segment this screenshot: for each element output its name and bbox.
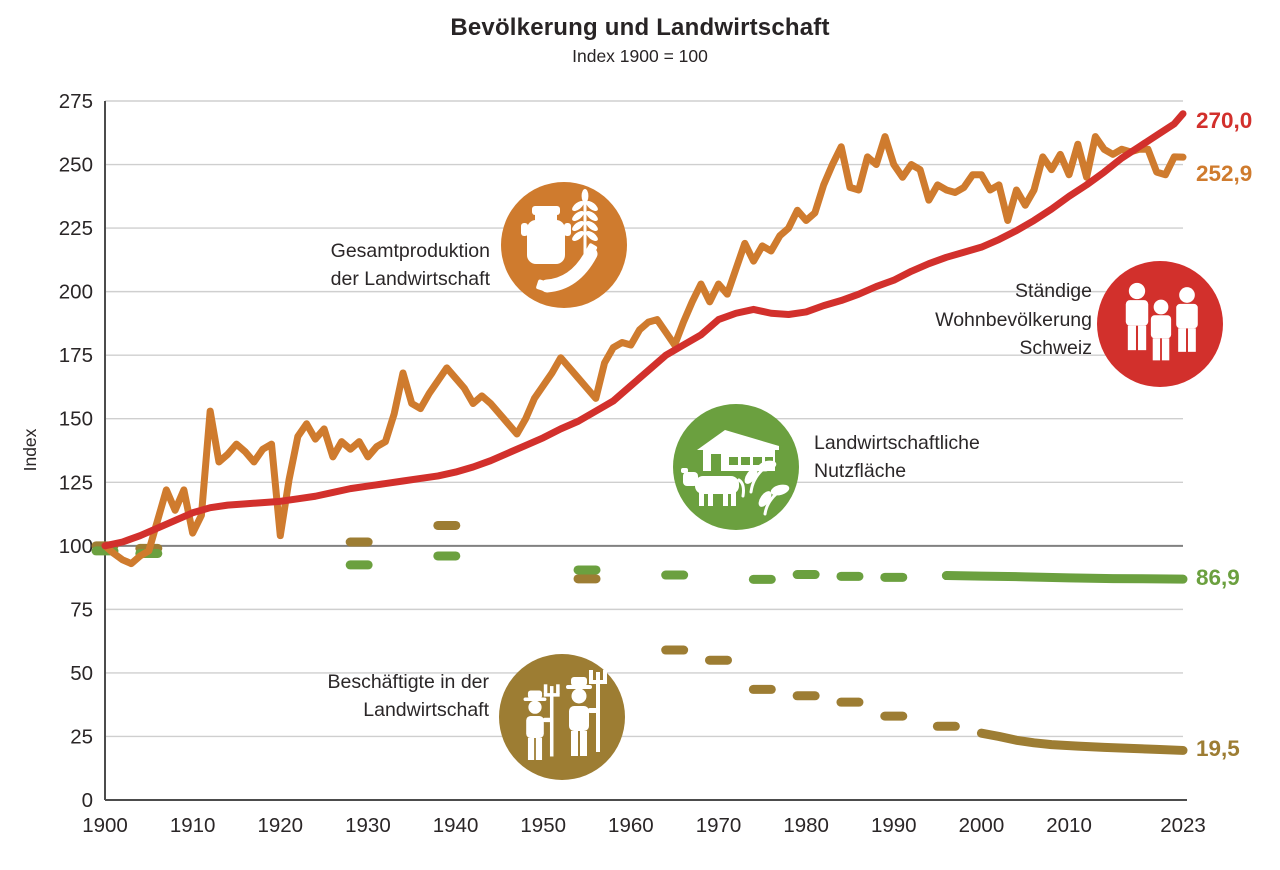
y-tick-label: 175 [59, 344, 93, 367]
legend-label-population: Ständige Wohnbevölkerung Schweiz [935, 280, 1092, 359]
x-tick-label: 1940 [433, 814, 479, 837]
series-line [941, 571, 1188, 584]
farmhouse-cow-leaves-icon [681, 430, 790, 516]
y-tick-label: 125 [59, 471, 93, 494]
x-tick-label: 1910 [170, 814, 216, 837]
agricultural-area-legend-badge [673, 404, 799, 530]
legend-label-agricultural-area: Landwirtschaftliche Nutzfläche [814, 432, 980, 482]
x-tick-label: 1950 [520, 814, 566, 837]
y-tick-label: 225 [59, 217, 93, 240]
y-tick-label: 0 [82, 789, 93, 812]
people-icon [1125, 282, 1198, 361]
x-tick-label: 1900 [82, 814, 128, 837]
page-title: Bevölkerung und Landwirtschaft [450, 14, 830, 41]
y-axis-title: Index [20, 428, 40, 471]
series-line [101, 110, 1187, 550]
legend-label-production: Gesamtproduktion der Landwirtschaft [330, 240, 490, 290]
y-tick-label: 200 [59, 281, 93, 304]
y-tick-label: 275 [59, 90, 93, 113]
x-tick-label: 2010 [1046, 814, 1092, 837]
legend-label-employed: Beschäftigte in der Landwirtschaft [327, 671, 489, 721]
x-tick-label: 1960 [608, 814, 654, 837]
x-tick-label: 1930 [345, 814, 391, 837]
end-value-population: 270,0 [1196, 108, 1253, 133]
x-tick-label: 1980 [783, 814, 829, 837]
y-tick-label: 50 [70, 662, 93, 685]
end-value-employed: 19,5 [1196, 736, 1240, 761]
chart-subtitle: Index 1900 = 100 [572, 46, 708, 66]
milk-can-wheat-sausage-icon [521, 189, 598, 293]
employed-legend-badge [499, 654, 625, 780]
series-line [976, 728, 1188, 755]
y-tick-label: 150 [59, 408, 93, 431]
x-tick-label: 1990 [871, 814, 917, 837]
production-legend-badge [501, 182, 627, 308]
farmers-pitchfork-icon [523, 670, 607, 760]
end-value-production: 252,9 [1196, 161, 1253, 186]
population-legend-badge [1097, 261, 1223, 387]
x-tick-label: 2000 [959, 814, 1005, 837]
x-tick-label: 1920 [257, 814, 303, 837]
x-tick-label: 1970 [696, 814, 742, 837]
y-tick-label: 250 [59, 154, 93, 177]
end-value-agricultural-area: 86,9 [1196, 565, 1240, 590]
x-tick-label: 2023 [1160, 814, 1206, 837]
y-tick-label: 75 [70, 598, 93, 621]
y-tick-label: 100 [59, 535, 93, 558]
series-line [101, 133, 1187, 568]
y-tick-label: 25 [70, 725, 93, 748]
